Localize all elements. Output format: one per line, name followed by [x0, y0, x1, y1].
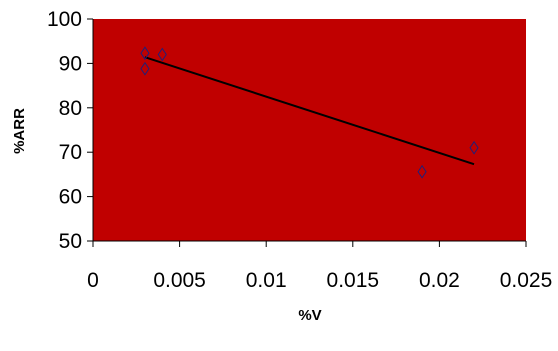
data-point: [469, 140, 479, 155]
axes: [92, 19, 526, 242]
x-axis-title: %V: [298, 307, 321, 324]
y-tick-label: 100: [47, 8, 82, 31]
x-tick-label: 0.015: [327, 269, 380, 292]
data-points: [140, 46, 479, 179]
data-point: [140, 46, 150, 61]
ticks: 50 60 70 80 90 100 0 0.005 0.01 0.015 0.02 0.025: [47, 8, 552, 292]
trendline-group: [144, 56, 475, 166]
y-tick-label: 60: [59, 186, 82, 209]
trendline: [144, 56, 475, 166]
plot-area: [93, 19, 526, 241]
x-tick-label: 0.005: [153, 269, 206, 292]
x-tick-label: 0: [87, 269, 99, 292]
y-tick-label: 70: [59, 141, 82, 164]
x-tick-label: 0.02: [419, 269, 460, 292]
y-axis-title: %ARR: [11, 108, 28, 154]
x-tick-label: 0.01: [246, 269, 287, 292]
data-point: [417, 164, 427, 179]
y-tick-label: 50: [59, 230, 82, 253]
y-tick-label: 80: [59, 97, 82, 120]
data-point: [140, 61, 150, 76]
y-tick-label: 90: [59, 52, 82, 75]
x-tick-label: 0.025: [500, 269, 553, 292]
data-point: [157, 47, 167, 62]
